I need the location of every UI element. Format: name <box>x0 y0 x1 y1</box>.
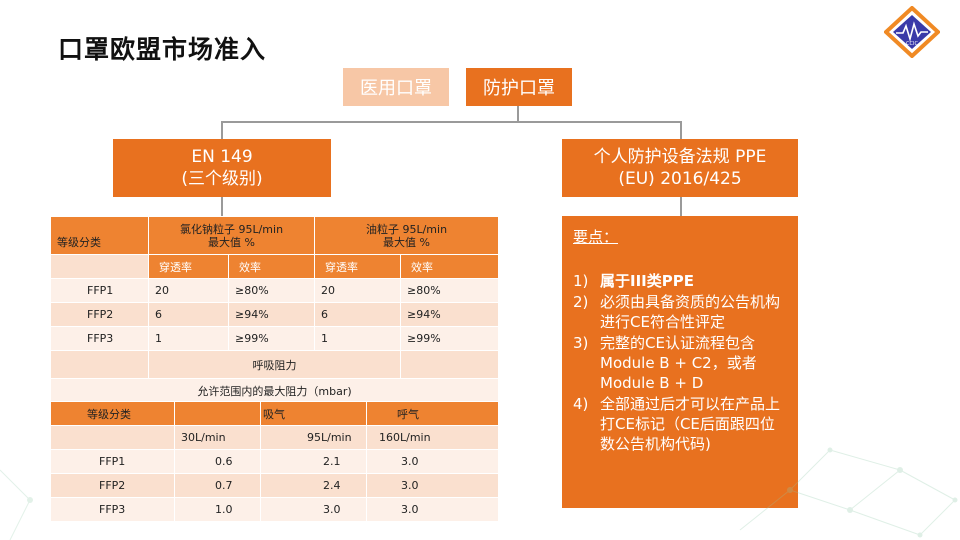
ppe-line2: (EU) 2016/425 <box>618 169 742 189</box>
key-point-text: 全部通过后才可以在产品上打CE标记（CE后面跟四位数公告机构代码) <box>600 395 781 453</box>
breathing-empty-2 <box>400 350 500 379</box>
v95-cell: 2.1 <box>260 449 367 474</box>
subheader-nacl-pen: 穿透率 <box>148 254 229 279</box>
table-row: FFP1 0.6 2.1 3.0 <box>50 449 499 474</box>
grade-cell: FFP2 <box>50 473 175 498</box>
grade-cell: FFP1 <box>50 449 175 474</box>
key-point-number: 1) <box>573 272 589 290</box>
v160-cell: 3.0 <box>366 497 499 522</box>
oil-header-line1: 油粒子 95L/min <box>365 222 448 236</box>
inhale-header: 吸气 <box>260 401 367 426</box>
exhale-header: 呼气 <box>366 401 499 426</box>
key-point-text: 完整的CE认证流程包含Module B + C2，或者Module B + D <box>600 334 757 392</box>
key-points-heading: 要点： <box>573 228 619 246</box>
nacl-header-line2: 最大值 % <box>208 235 255 249</box>
grade-cell: FFP1 <box>50 278 149 303</box>
table-row: FFP3 1 ≥99% 1 ≥99% <box>50 326 500 351</box>
medical-mask-box: 医用口罩 <box>343 68 449 106</box>
connector-right-down <box>680 121 682 139</box>
nacl-pen-cell: 6 <box>148 302 229 327</box>
network-decoration <box>739 447 958 538</box>
grade-cell: FFP2 <box>50 302 149 327</box>
resistance-table: 等级分类 吸气 呼气 30L/min 95L/min 160L/min FFP1… <box>50 401 499 522</box>
oil-eff-cell: ≥80% <box>400 278 500 303</box>
subheader-nacl-eff: 效率 <box>227 254 316 279</box>
network-decoration-left <box>0 469 33 540</box>
v30-cell: 1.0 <box>174 497 261 522</box>
logo-text: CCIC <box>906 41 918 47</box>
key-point-item: 4) 全部通过后才可以在产品上打CE标记（CE后面跟四位数公告机构代码) <box>573 394 788 454</box>
flow-header-95: 95L/min <box>260 425 367 450</box>
table-row: FFP2 0.7 2.4 3.0 <box>50 473 499 498</box>
key-point-item: 2) 必须由具备资质的公告机构进行CE符合性评定 <box>573 292 788 332</box>
key-points-panel: 要点： 1) 属于III类PPE 2) 必须由具备资质的公告机构进行CE符合性评… <box>562 216 798 508</box>
nacl-pen-cell: 1 <box>148 326 229 351</box>
key-point-text: 必须由具备资质的公告机构进行CE符合性评定 <box>600 293 781 331</box>
protective-mask-box: 防护口罩 <box>466 68 572 106</box>
nacl-eff-cell: ≥99% <box>227 326 316 351</box>
table-row: FFP3 1.0 3.0 3.0 <box>50 497 499 522</box>
ccic-logo: CCIC <box>884 6 940 58</box>
nacl-eff-cell: ≥80% <box>227 278 316 303</box>
protective-mask-label: 防护口罩 <box>483 78 555 99</box>
v30-cell: 0.6 <box>174 449 261 474</box>
max-resistance-label: 允许范围内的最大阻力（mbar) <box>49 378 500 403</box>
filtration-table: 等级分类 氯化钠粒子 95L/min 最大值 % 油粒子 95L/min 最大值… <box>49 216 500 403</box>
flow-header-30: 30L/min <box>174 425 261 450</box>
v160-cell: 3.0 <box>366 473 499 498</box>
key-point-number: 4) <box>573 395 589 413</box>
oil-pen-cell: 20 <box>314 278 402 303</box>
oil-eff-cell: ≥94% <box>400 302 500 327</box>
key-point-item: 3) 完整的CE认证流程包含Module B + C2，或者Module B +… <box>573 333 788 393</box>
nacl-header: 氯化钠粒子 95L/min 最大值 % <box>147 216 316 255</box>
ppe-regulation-box: 个人防护设备法规 PPE (EU) 2016/425 <box>562 139 798 197</box>
oil-header-line2: 最大值 % <box>383 235 430 249</box>
connector-right-panel <box>680 197 682 217</box>
grade-cell: FFP3 <box>50 326 149 351</box>
connector-left-table <box>221 197 223 217</box>
nacl-header-line1: 氯化钠粒子 95L/min <box>179 222 284 236</box>
breathing-empty <box>50 350 149 379</box>
flow-header-empty <box>50 425 175 450</box>
grade-cell: FFP3 <box>50 497 175 522</box>
subheader-empty <box>50 254 149 279</box>
nacl-eff-cell: ≥94% <box>227 302 316 327</box>
table-row: FFP1 20 ≥80% 20 ≥80% <box>50 278 500 303</box>
resistance-header-empty <box>174 401 261 426</box>
subheader-oil-eff: 效率 <box>400 254 500 279</box>
oil-header: 油粒子 95L/min 最大值 % <box>314 216 500 255</box>
oil-pen-cell: 1 <box>314 326 402 351</box>
key-point-number: 3) <box>573 334 589 352</box>
nacl-pen-cell: 20 <box>148 278 229 303</box>
grade-header: 等级分类 <box>50 216 149 255</box>
v95-cell: 3.0 <box>260 497 367 522</box>
subheader-oil-pen: 穿透率 <box>314 254 402 279</box>
oil-pen-cell: 6 <box>314 302 402 327</box>
key-point-number: 2) <box>573 293 589 311</box>
en149-line1: EN 149 <box>191 147 253 167</box>
ppe-line1: 个人防护设备法规 PPE <box>593 147 767 167</box>
v160-cell: 3.0 <box>366 449 499 474</box>
resistance-grade-header: 等级分类 <box>50 401 175 426</box>
connector-horizontal <box>222 121 682 123</box>
flow-header-160: 160L/min <box>366 425 499 450</box>
oil-eff-cell: ≥99% <box>400 326 500 351</box>
breathing-resistance-label: 呼吸阻力 <box>147 350 402 379</box>
page-title: 口罩欧盟市场准入 <box>58 35 267 64</box>
connector-vertical-top <box>517 106 519 122</box>
en149-line2: (三个级别) <box>181 169 263 189</box>
connector-left-down <box>221 121 223 139</box>
medical-mask-label: 医用口罩 <box>360 78 432 99</box>
key-point-item: 1) 属于III类PPE <box>573 271 788 291</box>
table-row: FFP2 6 ≥94% 6 ≥94% <box>50 302 500 327</box>
v95-cell: 2.4 <box>260 473 367 498</box>
v30-cell: 0.7 <box>174 473 261 498</box>
en149-box: EN 149 (三个级别) <box>113 139 331 197</box>
key-point-text: 属于III类PPE <box>600 272 694 290</box>
